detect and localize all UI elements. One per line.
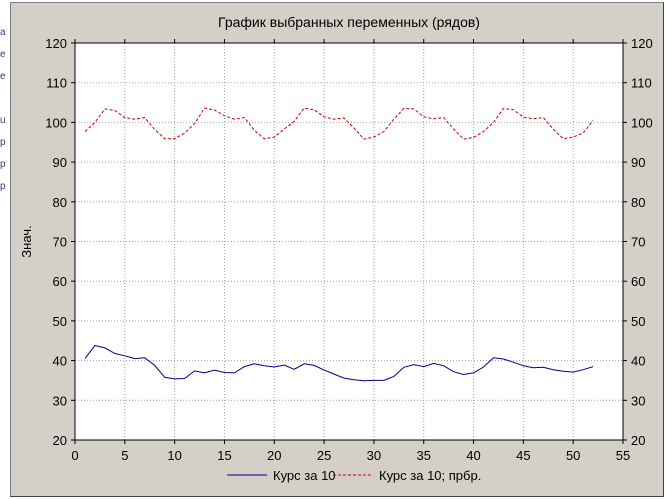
y-tick-label-left: 30 (53, 393, 67, 408)
series-line-1 (84, 344, 594, 382)
x-tick-label: 0 (71, 448, 78, 463)
x-tick-label: 55 (616, 448, 630, 463)
y-tick-label-right: 20 (631, 433, 645, 448)
strip-glyph: p (0, 181, 6, 192)
y-tick-label-left: 100 (45, 115, 67, 130)
y-tick-label-left: 60 (53, 274, 67, 289)
y-tick-label-right: 120 (631, 36, 653, 51)
background-window-strip: a e e u p p p (0, 0, 10, 499)
legend: Курс за 10 Курс за 10; прбр. (227, 468, 481, 483)
y-tick-label-left: 20 (53, 433, 67, 448)
y-tick-label-right: 60 (631, 274, 645, 289)
grid-layer (75, 43, 623, 440)
series-layer (84, 107, 594, 382)
y-axis-label: Знач. (19, 225, 34, 257)
y-tick-label-right: 90 (631, 155, 645, 170)
y-tick-label-left: 80 (53, 195, 67, 210)
strip-glyph: p (0, 159, 6, 170)
strip-glyph: e (0, 49, 6, 60)
series-line-2 (84, 107, 594, 140)
legend-label-2: Курс за 10; прбр. (379, 468, 481, 483)
strip-glyph: p (0, 137, 6, 148)
strip-glyph: a (0, 27, 6, 38)
x-tick-label: 15 (217, 448, 231, 463)
y-tick-label-right: 80 (631, 195, 645, 210)
y-tick-label-right: 40 (631, 354, 645, 369)
y-tick-label-right: 50 (631, 314, 645, 329)
x-tick-label: 10 (167, 448, 181, 463)
x-tick-label: 50 (566, 448, 580, 463)
x-tick-label: 45 (516, 448, 530, 463)
y-tick-label-right: 100 (631, 115, 653, 130)
strip-glyph: e (0, 71, 6, 82)
y-tick-label-right: 70 (631, 235, 645, 250)
y-tick-label-left: 120 (45, 36, 67, 51)
y-tick-label-right: 110 (631, 76, 652, 91)
x-tick-label: 5 (121, 448, 128, 463)
x-tick-label: 25 (317, 448, 331, 463)
y-tick-label-left: 50 (53, 314, 67, 329)
legend-label-1: Курс за 10 (273, 468, 336, 483)
y-tick-label-right: 30 (631, 393, 645, 408)
y-tick-label-left: 90 (53, 155, 67, 170)
chart-window: 0 5 10 15 20 25 30 35 40 45 50 55 20 20 30 30 40 40 50 50 60… (10, 2, 664, 497)
chart-title: График выбранных переменных (рядов) (218, 14, 480, 30)
y-tick-label-left: 40 (53, 354, 67, 369)
x-tick-label: 30 (367, 448, 381, 463)
x-tick-label: 40 (466, 448, 480, 463)
y-tick-label-left: 70 (53, 235, 67, 250)
x-tick-label: 35 (416, 448, 430, 463)
x-tick-label: 20 (267, 448, 281, 463)
y-tick-label-left: 110 (46, 76, 67, 91)
strip-glyph: u (0, 115, 6, 126)
